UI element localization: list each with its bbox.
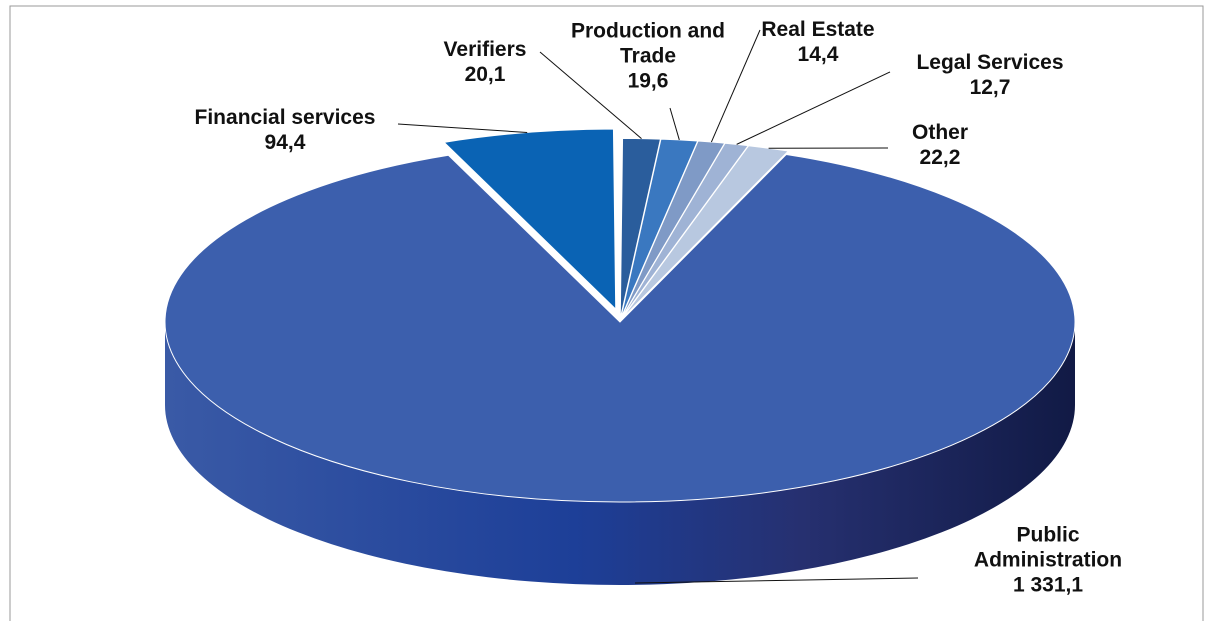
value-label: 20,1 (464, 63, 506, 86)
leader-line (669, 107, 680, 141)
category-label: Verifiers (443, 38, 527, 61)
category-label: Other (911, 121, 969, 144)
frame (9, 5, 1204, 621)
category-label: Production and Trade (571, 19, 725, 68)
data-label: Other 22,2 (912, 120, 968, 170)
value-label: 1 331,1 (1012, 573, 1084, 597)
data-label: Public Administration 1 331,1 (973, 523, 1123, 598)
slice (621, 145, 790, 319)
value-label: 14,4 (797, 43, 839, 66)
leader-line (397, 123, 528, 133)
leader-line (634, 577, 919, 584)
data-label: Legal Services 12,7 (916, 50, 1063, 100)
data-label: Production and Trade 19,6 (548, 19, 748, 94)
value-label: 12,7 (969, 76, 1011, 99)
value-label: 19,6 (627, 69, 669, 93)
leader-line (736, 71, 891, 145)
leader-line (710, 29, 761, 143)
slice-side (165, 322, 1075, 585)
value-label: 94,4 (264, 131, 306, 154)
slice (443, 128, 617, 311)
category-label: Financial services (194, 106, 376, 129)
leader-line (539, 51, 642, 139)
category-label: Legal Services (916, 51, 1064, 74)
slice (164, 153, 1076, 503)
data-label: Real Estate 14,4 (761, 17, 874, 67)
category-label: Public Administration (973, 523, 1123, 572)
value-label: 22,2 (919, 146, 961, 169)
data-label: Verifiers 20,1 (444, 37, 527, 87)
category-label: Real Estate (761, 18, 875, 41)
data-label: Financial services 94,4 (195, 105, 376, 155)
